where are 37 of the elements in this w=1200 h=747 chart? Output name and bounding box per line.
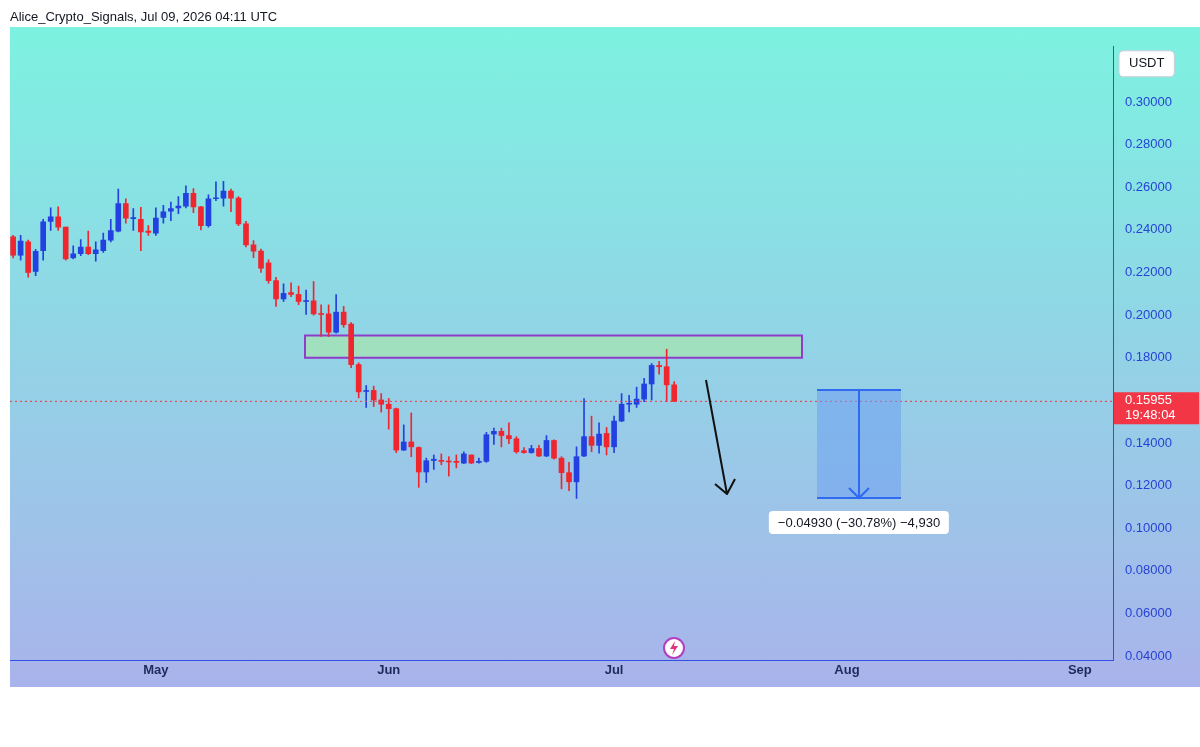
chart-title: Alice_Crypto_Signals, Jul 09, 2026 04:11 UTC (10, 9, 278, 24)
y-tick-label: 0.04000 (1125, 647, 1172, 663)
y-tick-label: 0.20000 (1125, 306, 1172, 322)
y-tick-label: 0.12000 (1125, 477, 1172, 493)
y-axis-title: USDT (1129, 55, 1165, 71)
ref-line-label: 0.15955 19:48:04 (1125, 391, 1176, 422)
x-tick-label: May (143, 662, 170, 678)
candlestick (168, 201, 174, 222)
candlestick (130, 208, 137, 231)
candlestick (363, 385, 370, 408)
y-tick-label: 0.08000 (1125, 562, 1172, 578)
x-tick-label: Aug (834, 662, 860, 678)
candlestick (288, 282, 294, 297)
y-tick-label: 0.14000 (1125, 434, 1172, 450)
candlestick (491, 427, 497, 445)
y-tick-label: 0.30000 (1125, 93, 1172, 109)
y-tick-label: 0.10000 (1125, 519, 1172, 535)
candlestick (626, 394, 632, 413)
x-tick-label: Jul (604, 662, 624, 678)
y-tick-label: 0.28000 (1125, 136, 1172, 152)
y-tick-label: 0.06000 (1125, 605, 1172, 621)
candlestick (430, 454, 437, 470)
candlestick (438, 453, 445, 466)
candlestick (506, 422, 512, 444)
y-tick-label: 0.22000 (1125, 264, 1172, 280)
x-tick-label: Sep (1067, 662, 1092, 678)
annotation: −0.04930 (−30.78%) −4,930 (768, 511, 950, 534)
y-tick-label: 0.26000 (1125, 178, 1172, 194)
candlestick (47, 207, 54, 231)
y-tick-label: 0.24000 (1125, 221, 1172, 237)
candlestick (213, 181, 219, 202)
candlestick (656, 361, 662, 375)
candlestick (408, 412, 415, 457)
x-tick-label: Jun (377, 662, 401, 678)
y-tick-label: 0.18000 (1125, 349, 1172, 365)
candlestick (303, 289, 309, 315)
candlestick (318, 304, 324, 337)
